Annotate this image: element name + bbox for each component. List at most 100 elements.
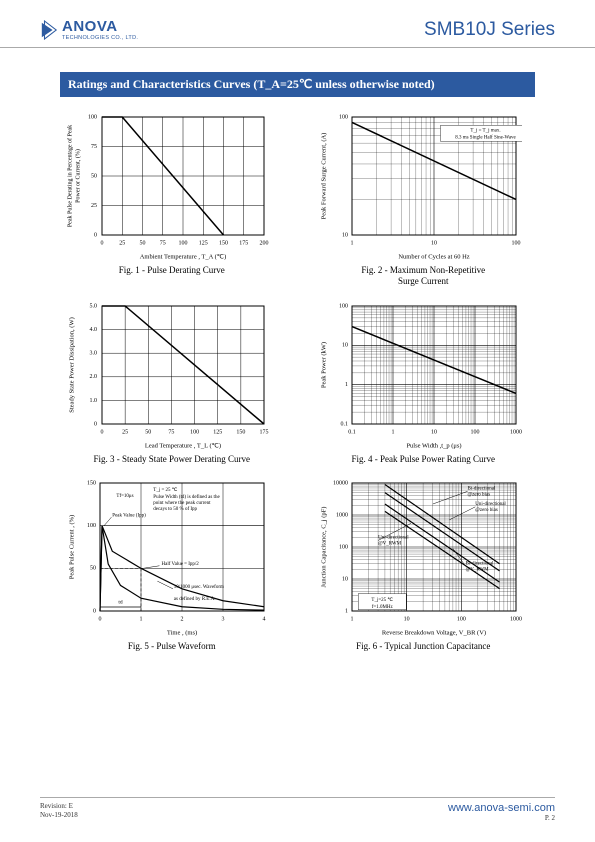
svg-text:@V_RWM: @V_RWM (378, 541, 401, 546)
logo-subtext: TECHNOLOGIES CO., LTD. (62, 35, 138, 41)
fig2-chart: 11010010100Number of Cycles at 60 HzPeak… (312, 111, 522, 261)
svg-text:100: 100 (511, 240, 520, 246)
svg-text:10: 10 (342, 232, 348, 238)
fig1-chart: 02550751001251501752000255075100Ambient … (60, 111, 270, 261)
fig1-block: 02550751001251501752000255075100Ambient … (60, 111, 284, 288)
svg-text:Half Value = Ipp/2: Half Value = Ipp/2 (162, 562, 200, 567)
svg-text:100: 100 (339, 114, 348, 120)
svg-text:175: 175 (239, 240, 248, 246)
svg-text:10: 10 (342, 576, 348, 582)
fig4-chart: 0.111010010000.1110100Pulse Width ,t_p (… (312, 300, 522, 450)
svg-text:150: 150 (219, 240, 228, 246)
fig4-caption: Fig. 4 - Peak Pulse Power Rating Curve (312, 454, 536, 465)
svg-text:td: td (118, 599, 123, 605)
svg-text:125: 125 (199, 240, 208, 246)
logo-text: ANOVA (62, 18, 138, 35)
svg-text:Peak Pulse Current , (%): Peak Pulse Current , (%) (68, 515, 75, 579)
svg-text:25: 25 (119, 240, 125, 246)
svg-text:Peak Pulse Derating in Percent: Peak Pulse Derating in Percentage of Pea… (66, 125, 73, 227)
fig2-block: 11010010100Number of Cycles at 60 HzPeak… (312, 111, 536, 288)
footer: Revision: E Nov-19-2018 www.anova-semi.c… (40, 797, 555, 822)
charts-grid: 02550751001251501752000255075100Ambient … (0, 111, 595, 652)
svg-text:0: 0 (94, 421, 97, 427)
svg-text:2.0: 2.0 (90, 374, 98, 380)
fig5-block: 01234050100150tdTf=10μsPeak Value (Ipp)T… (60, 477, 284, 652)
svg-text:1000: 1000 (336, 512, 348, 518)
svg-text:0: 0 (101, 429, 104, 435)
svg-text:75: 75 (91, 144, 97, 150)
svg-text:0: 0 (93, 608, 96, 614)
svg-text:100: 100 (339, 303, 348, 309)
svg-text:@V_RWM: @V_RWM (465, 567, 488, 572)
svg-text:100: 100 (87, 523, 96, 529)
svg-text:1: 1 (350, 240, 353, 246)
svg-text:100: 100 (179, 240, 188, 246)
svg-text:as defined by R.E.A.: as defined by R.E.A. (174, 597, 216, 602)
svg-text:@zero bias: @zero bias (467, 492, 490, 497)
svg-text:Time , (ms): Time , (ms) (167, 629, 197, 636)
fig6-chart: 1101001000110100100010000Reverse Breakdo… (312, 477, 522, 637)
logo: ANOVA TECHNOLOGIES CO., LTD. (40, 18, 138, 41)
svg-text:8.3 ms Single Half Sine-Wave: 8.3 ms Single Half Sine-Wave (455, 135, 516, 140)
svg-text:0: 0 (94, 232, 97, 238)
svg-text:Peak Value (Ipp): Peak Value (Ipp) (112, 513, 146, 518)
svg-text:2: 2 (181, 616, 184, 622)
svg-text:50: 50 (91, 173, 97, 179)
svg-text:Steady State Power Dissipation: Steady State Power Dissipation, (W) (68, 317, 75, 413)
fig3-caption: Fig. 3 - Steady State Power Derating Cur… (60, 454, 284, 465)
svg-text:10: 10 (431, 240, 437, 246)
svg-text:100: 100 (339, 544, 348, 550)
svg-text:150: 150 (236, 429, 245, 435)
svg-text:100: 100 (88, 114, 97, 120)
svg-text:5.0: 5.0 (90, 303, 98, 309)
svg-text:Pulse Width (td) is defined as: Pulse Width (td) is defined as the (153, 495, 220, 500)
fig2-caption-2: Surge Current (312, 276, 536, 287)
footer-rev: Revision: E Nov-19-2018 (40, 802, 78, 822)
svg-text:25: 25 (91, 203, 97, 209)
svg-text:Junction Capacitance, C_j (pF: Junction Capacitance, C_j (pF) (320, 506, 327, 587)
section-title: Ratings and Characteristics Curves (T_A=… (60, 72, 535, 97)
svg-text:1000: 1000 (510, 616, 522, 622)
footer-url: www.anova-semi.com (448, 802, 555, 814)
svg-text:Power or Current, (%): Power or Current, (%) (74, 149, 81, 203)
fig1-caption: Fig. 1 - Pulse Derating Curve (60, 265, 284, 276)
svg-text:Pulse Width ,t_p (μs): Pulse Width ,t_p (μs) (406, 442, 461, 449)
svg-text:1: 1 (350, 616, 353, 622)
svg-text:Uni-directional: Uni-directional (378, 535, 409, 540)
svg-text:50: 50 (90, 565, 96, 571)
svg-text:1: 1 (345, 382, 348, 388)
svg-text:T_j=25 ℃: T_j=25 ℃ (371, 597, 393, 603)
svg-text:200: 200 (260, 240, 269, 246)
svg-text:25: 25 (122, 429, 128, 435)
footer-page: P. 2 (448, 814, 555, 822)
svg-text:Uni-directional: Uni-directional (475, 502, 506, 507)
fig3-block: 025507510012515017501.02.03.04.05.0Lead … (60, 300, 284, 465)
svg-text:0.1: 0.1 (340, 421, 348, 427)
svg-text:Ambient Temperature , T_A (℃): Ambient Temperature , T_A (℃) (140, 253, 227, 260)
svg-text:1: 1 (345, 608, 348, 614)
svg-text:100: 100 (470, 429, 479, 435)
svg-text:10000: 10000 (333, 480, 348, 486)
footer-revision: Revision: E (40, 802, 78, 811)
svg-text:1: 1 (391, 429, 394, 435)
svg-text:100: 100 (456, 616, 465, 622)
series-title: SMB10J Series (424, 19, 555, 41)
svg-text:decays to 50 % of Ipp: decays to 50 % of Ipp (153, 507, 197, 512)
svg-text:10/1000 μsec. Waveform: 10/1000 μsec. Waveform (174, 585, 224, 590)
fig6-block: 1101001000110100100010000Reverse Breakdo… (312, 477, 536, 652)
svg-text:4: 4 (263, 616, 266, 622)
fig3-chart: 025507510012515017501.02.03.04.05.0Lead … (60, 300, 270, 450)
svg-text:3.0: 3.0 (90, 350, 98, 356)
svg-text:f=1.0MHz: f=1.0MHz (371, 605, 393, 610)
svg-text:4.0: 4.0 (90, 326, 98, 332)
svg-text:Bi-directional: Bi-directional (467, 486, 495, 491)
svg-text:Number of Cycles at 60 Hz: Number of Cycles at 60 Hz (398, 253, 469, 260)
svg-text:150: 150 (87, 480, 96, 486)
fig5-caption: Fig. 5 - Pulse Waveform (60, 641, 284, 652)
header: ANOVA TECHNOLOGIES CO., LTD. SMB10J Seri… (0, 0, 595, 48)
svg-text:3: 3 (222, 616, 225, 622)
svg-text:@zero bias: @zero bias (475, 508, 498, 513)
fig5-chart: 01234050100150tdTf=10μsPeak Value (Ipp)T… (60, 477, 270, 637)
fig6-caption: Fig. 6 - Typical Junction Capacitance (312, 641, 536, 652)
svg-text:10: 10 (431, 429, 437, 435)
